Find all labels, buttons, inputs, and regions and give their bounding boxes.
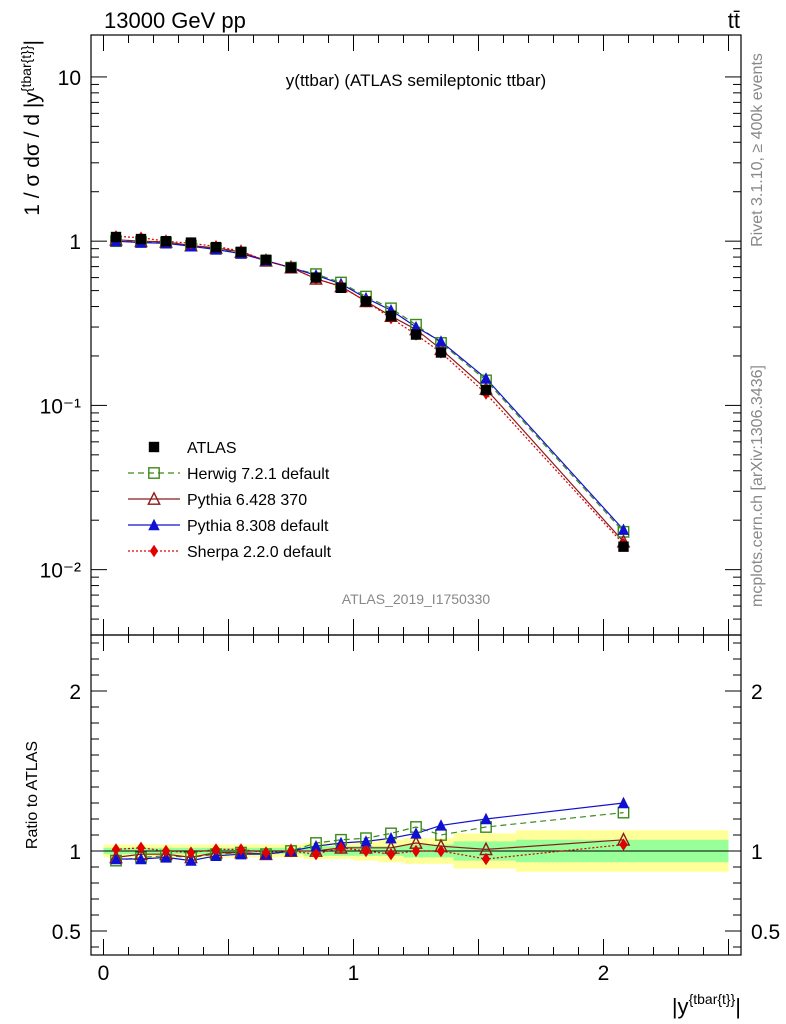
main-point-atlas bbox=[410, 329, 422, 340]
ratio-point-sherpa-2-2-0-default bbox=[386, 848, 396, 861]
main-point-atlas bbox=[310, 272, 322, 283]
main-y-tick-label: 10⁻¹ bbox=[40, 395, 81, 418]
ratio-point-sherpa-2-2-0-default bbox=[211, 843, 221, 856]
main-point-atlas bbox=[135, 233, 147, 245]
x-axis-label-superscript: {tbar{t}} bbox=[689, 991, 736, 1007]
ratio-axis-ticks: 0 1 2 0.5 0.5 1 1 2 2 bbox=[52, 635, 780, 985]
ratio-point-sherpa-2-2-0-default bbox=[186, 846, 196, 859]
rivet-version-label: Rivet 3.1.10, ≥ 400k events bbox=[749, 53, 766, 247]
legend-label-pythia-6-428-370: Pythia 6.428 370 bbox=[187, 492, 307, 509]
ratio-point-pythia-8-308-default bbox=[410, 827, 422, 839]
ratio-line-herwig-7-2-1-default bbox=[115, 812, 624, 862]
ratio-point-sherpa-2-2-0-default bbox=[161, 844, 171, 858]
main-point-atlas bbox=[110, 231, 122, 243]
ratio-point-sherpa-2-2-0-default bbox=[261, 846, 271, 859]
ratio-y-tick-label: 1 bbox=[69, 841, 81, 864]
legend-marker-pythia-6-428-370 bbox=[147, 491, 161, 505]
main-line-herwig-7-2-1-default bbox=[115, 240, 624, 533]
main-point-atlas bbox=[435, 347, 447, 358]
ratio-point-sherpa-2-2-0-default bbox=[619, 838, 628, 851]
ratio-line-pythia-8-308-default bbox=[116, 802, 624, 862]
ratio-point-pythia-8-308-default bbox=[185, 854, 197, 866]
ratio-line-sherpa-2-2-0-default bbox=[115, 844, 624, 860]
x-axis-label: |y{tbar{t}}| bbox=[672, 991, 741, 1019]
ratio-series-points bbox=[109, 796, 631, 867]
ratio-y-tick-label-right: 1 bbox=[751, 841, 763, 864]
main-point-atlas bbox=[385, 310, 397, 322]
ratio-y-tick-label-right: 2 bbox=[751, 681, 763, 704]
ratio-series-lines bbox=[115, 802, 624, 862]
main-y-tick-label: 10 bbox=[58, 67, 81, 90]
main-y-tick-label: 10⁻² bbox=[40, 560, 81, 583]
ratio-point-pythia-8-308-default bbox=[617, 796, 630, 809]
header-energy-label: 13000 GeV pp bbox=[104, 8, 246, 33]
main-point-pythia-8-308-default bbox=[480, 372, 492, 384]
ratio-point-sherpa-2-2-0-default bbox=[136, 841, 146, 854]
main-y-axis-label-end: | bbox=[21, 40, 44, 45]
ratio-point-sherpa-2-2-0-default bbox=[286, 844, 296, 858]
ratio-y-tick-label: 0.5 bbox=[52, 921, 81, 944]
analysis-watermark: ATLAS_2019_I1750330 bbox=[342, 591, 491, 607]
x-axis-label-end: | bbox=[735, 994, 741, 1019]
ratio-x-tick-label: 1 bbox=[348, 962, 360, 985]
main-point-atlas bbox=[235, 246, 247, 258]
main-point-pythia-8-308-default bbox=[617, 523, 630, 535]
ratio-x-tick-label: 2 bbox=[598, 962, 610, 985]
main-axis-ticks: 10⁻² 10⁻¹ 1 10 bbox=[40, 35, 741, 636]
legend-marker-herwig-7-2-1-default bbox=[148, 467, 160, 479]
legend-label-pythia-8-308-default: Pythia 8.308 default bbox=[187, 518, 329, 535]
main-point-pythia-8-308-default bbox=[435, 335, 447, 347]
ratio-point-sherpa-2-2-0-default bbox=[436, 844, 446, 858]
ratio-point-sherpa-2-2-0-default bbox=[361, 844, 371, 858]
ratio-point-pythia-8-308-default bbox=[435, 819, 447, 831]
main-chart-title: y(ttbar) (ATLAS semileptonic ttbar) bbox=[286, 71, 546, 90]
ratio-point-sherpa-2-2-0-default bbox=[336, 841, 346, 854]
ratio-point-pythia-8-308-default bbox=[310, 840, 322, 852]
legend-marker-atlas bbox=[148, 441, 160, 453]
legend-label-atlas: ATLAS bbox=[187, 440, 237, 457]
legend-label-sherpa-2-2-0-default: Sherpa 2.2.0 default bbox=[187, 544, 332, 561]
ratio-point-pythia-8-308-default bbox=[480, 812, 492, 825]
ratio-point-sherpa-2-2-0-default bbox=[311, 848, 321, 861]
main-point-atlas bbox=[480, 384, 492, 396]
main-point-atlas bbox=[360, 296, 372, 307]
ratio-frame bbox=[90, 634, 742, 956]
main-series-lines bbox=[115, 235, 624, 545]
main-point-atlas bbox=[185, 237, 197, 248]
legend-label-herwig-7-2-1-default: Herwig 7.2.1 default bbox=[187, 466, 330, 483]
ratio-point-pythia-8-308-default bbox=[110, 852, 122, 865]
ratio-line-pythia-6-428-370 bbox=[115, 839, 624, 859]
ratio-y-axis-label: Ratio to ATLAS bbox=[24, 741, 41, 849]
ratio-y-tick-label-right: 0.5 bbox=[751, 921, 780, 944]
ratio-y-tick-label: 2 bbox=[69, 681, 81, 704]
main-y-axis-label: 1 / σ dσ / d |y{tbar{t}}| bbox=[18, 40, 44, 216]
main-panel: 10⁻² 10⁻¹ 1 10 y(ttbar) (ATLAS semileptonic… bbox=[18, 34, 742, 636]
main-line-sherpa-2-2-0-default bbox=[115, 235, 624, 545]
ratio-panel: 0 1 2 0.5 0.5 1 1 2 2 Ratio to ATLAS |y{tbar{t}}… bbox=[24, 634, 780, 1019]
ratio-point-sherpa-2-2-0-default bbox=[481, 852, 491, 866]
main-point-atlas bbox=[618, 541, 629, 552]
legend-marker-sherpa-2-2-0-default bbox=[149, 544, 159, 558]
ratio-point-pythia-8-308-default bbox=[360, 835, 372, 847]
main-point-atlas bbox=[260, 254, 272, 266]
legend-marker-pythia-8-308-default bbox=[148, 518, 160, 531]
main-point-atlas bbox=[210, 241, 222, 253]
mcplots-label: mcplots.cern.ch [arXiv:1306.3436] bbox=[749, 365, 766, 607]
main-y-tick-label: 1 bbox=[69, 231, 81, 254]
ratio-point-sherpa-2-2-0-default bbox=[111, 843, 121, 856]
main-point-atlas bbox=[285, 262, 297, 273]
main-y-axis-label-superscript: {tbar{t}} bbox=[18, 45, 34, 92]
ratio-point-pythia-8-308-default bbox=[385, 832, 397, 844]
ratio-point-sherpa-2-2-0-default bbox=[236, 843, 246, 856]
main-line-pythia-8-308-default bbox=[115, 240, 624, 531]
ratio-x-tick-label: 0 bbox=[98, 962, 110, 985]
main-point-atlas bbox=[335, 282, 347, 294]
legend: ATLAS Herwig 7.2.1 default Pythia 6.428 37… bbox=[128, 440, 332, 561]
main-point-atlas bbox=[160, 235, 172, 247]
ratio-point-sherpa-2-2-0-default bbox=[411, 844, 421, 858]
main-series-points bbox=[109, 230, 631, 552]
header-process-label: tt̄ bbox=[728, 8, 740, 33]
ratio-point-pythia-8-308-default bbox=[135, 852, 147, 865]
